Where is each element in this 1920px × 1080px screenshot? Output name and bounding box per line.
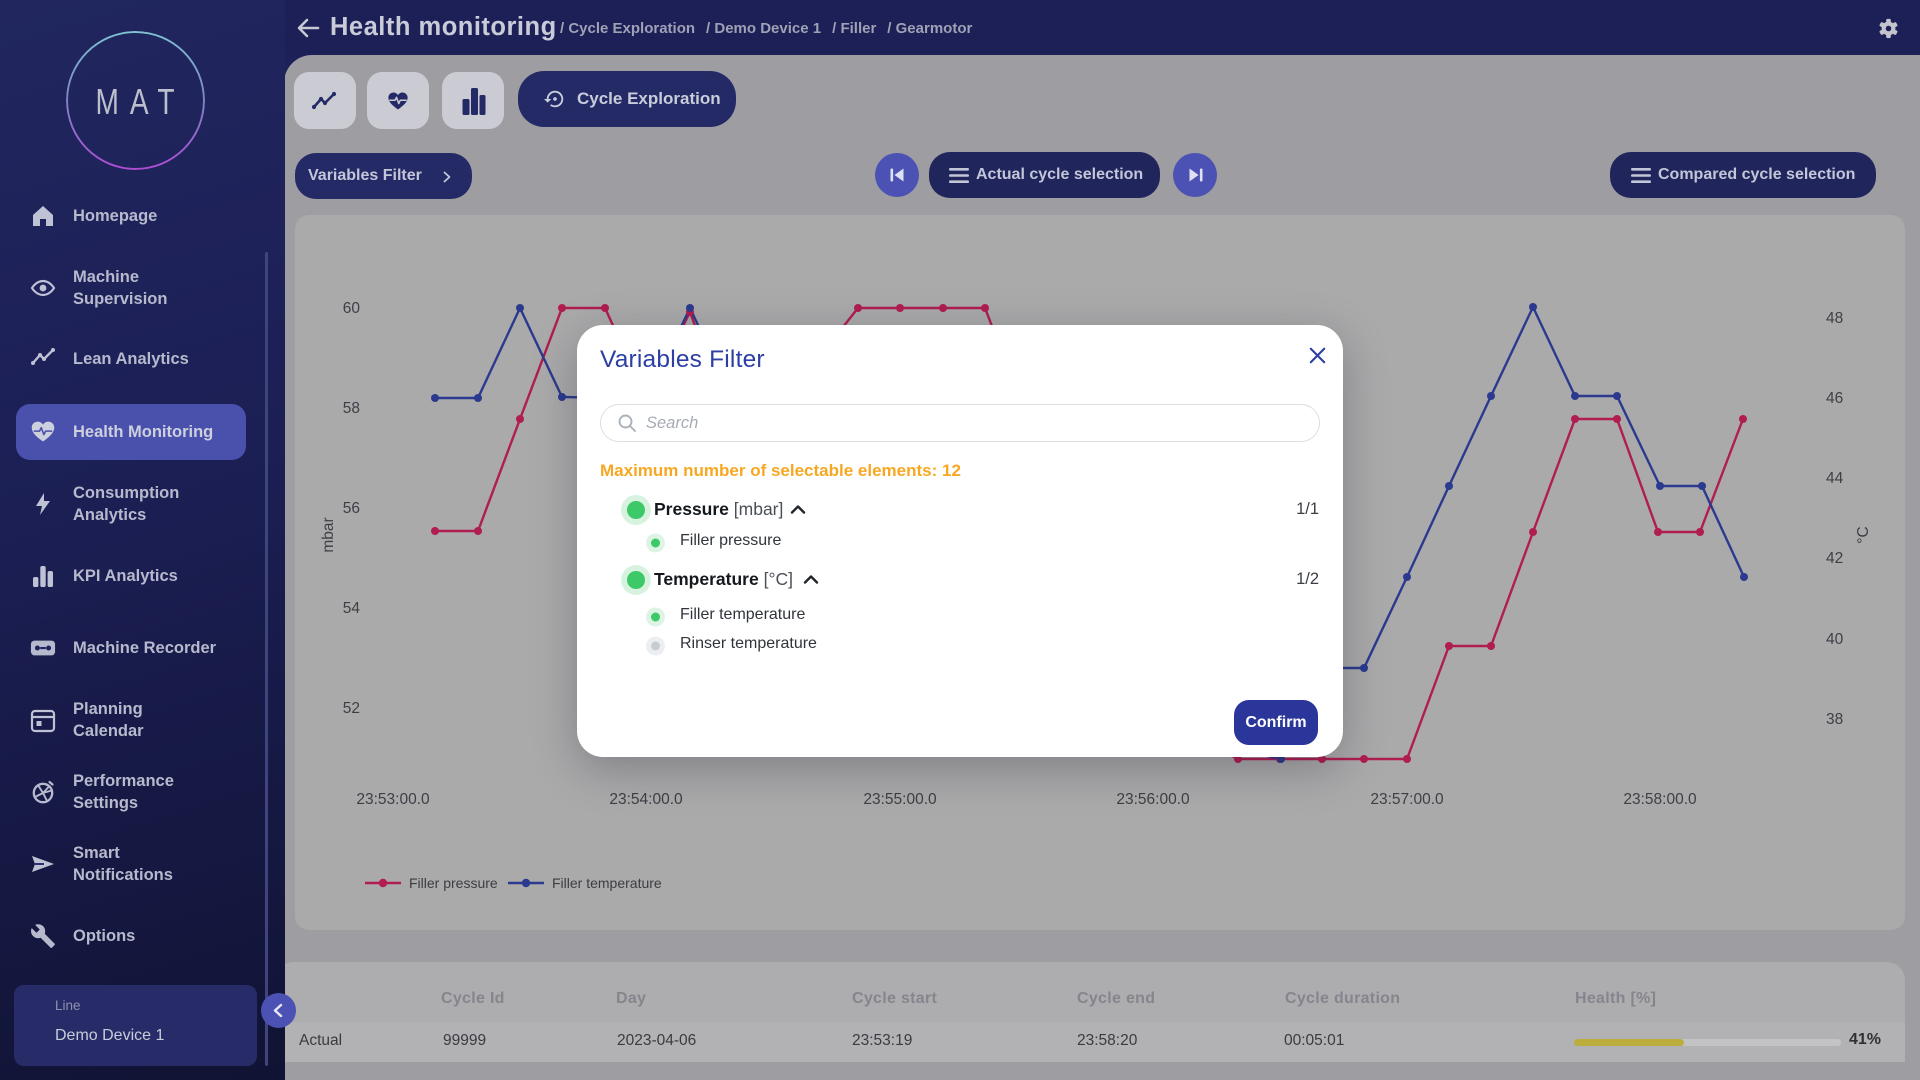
svg-text:46: 46	[1826, 390, 1843, 407]
svg-text:52: 52	[343, 700, 360, 717]
svg-text:40: 40	[1826, 631, 1844, 648]
svg-text:23:56:00.0: 23:56:00.0	[1116, 791, 1190, 808]
svg-text:42: 42	[1826, 550, 1843, 567]
svg-text:23:57:00.0: 23:57:00.0	[1370, 791, 1444, 808]
svg-text:Filler pressure: Filler pressure	[409, 875, 498, 891]
svg-text:23:54:00.0: 23:54:00.0	[609, 791, 683, 808]
svg-text:mbar: mbar	[320, 517, 337, 552]
svg-text:23:58:00.0: 23:58:00.0	[1623, 791, 1697, 808]
svg-text:60: 60	[343, 300, 361, 317]
svg-text:38: 38	[1826, 711, 1843, 728]
svg-text:°C: °C	[1855, 526, 1872, 543]
svg-text:58: 58	[343, 400, 360, 417]
svg-text:48: 48	[1826, 310, 1843, 327]
svg-text:Filler temperature: Filler temperature	[552, 875, 662, 891]
svg-text:23:53:00.0: 23:53:00.0	[356, 791, 430, 808]
svg-text:44: 44	[1826, 470, 1844, 487]
svg-text:23:55:00.0: 23:55:00.0	[863, 791, 937, 808]
svg-text:56: 56	[343, 500, 360, 517]
svg-text:54: 54	[343, 600, 361, 617]
